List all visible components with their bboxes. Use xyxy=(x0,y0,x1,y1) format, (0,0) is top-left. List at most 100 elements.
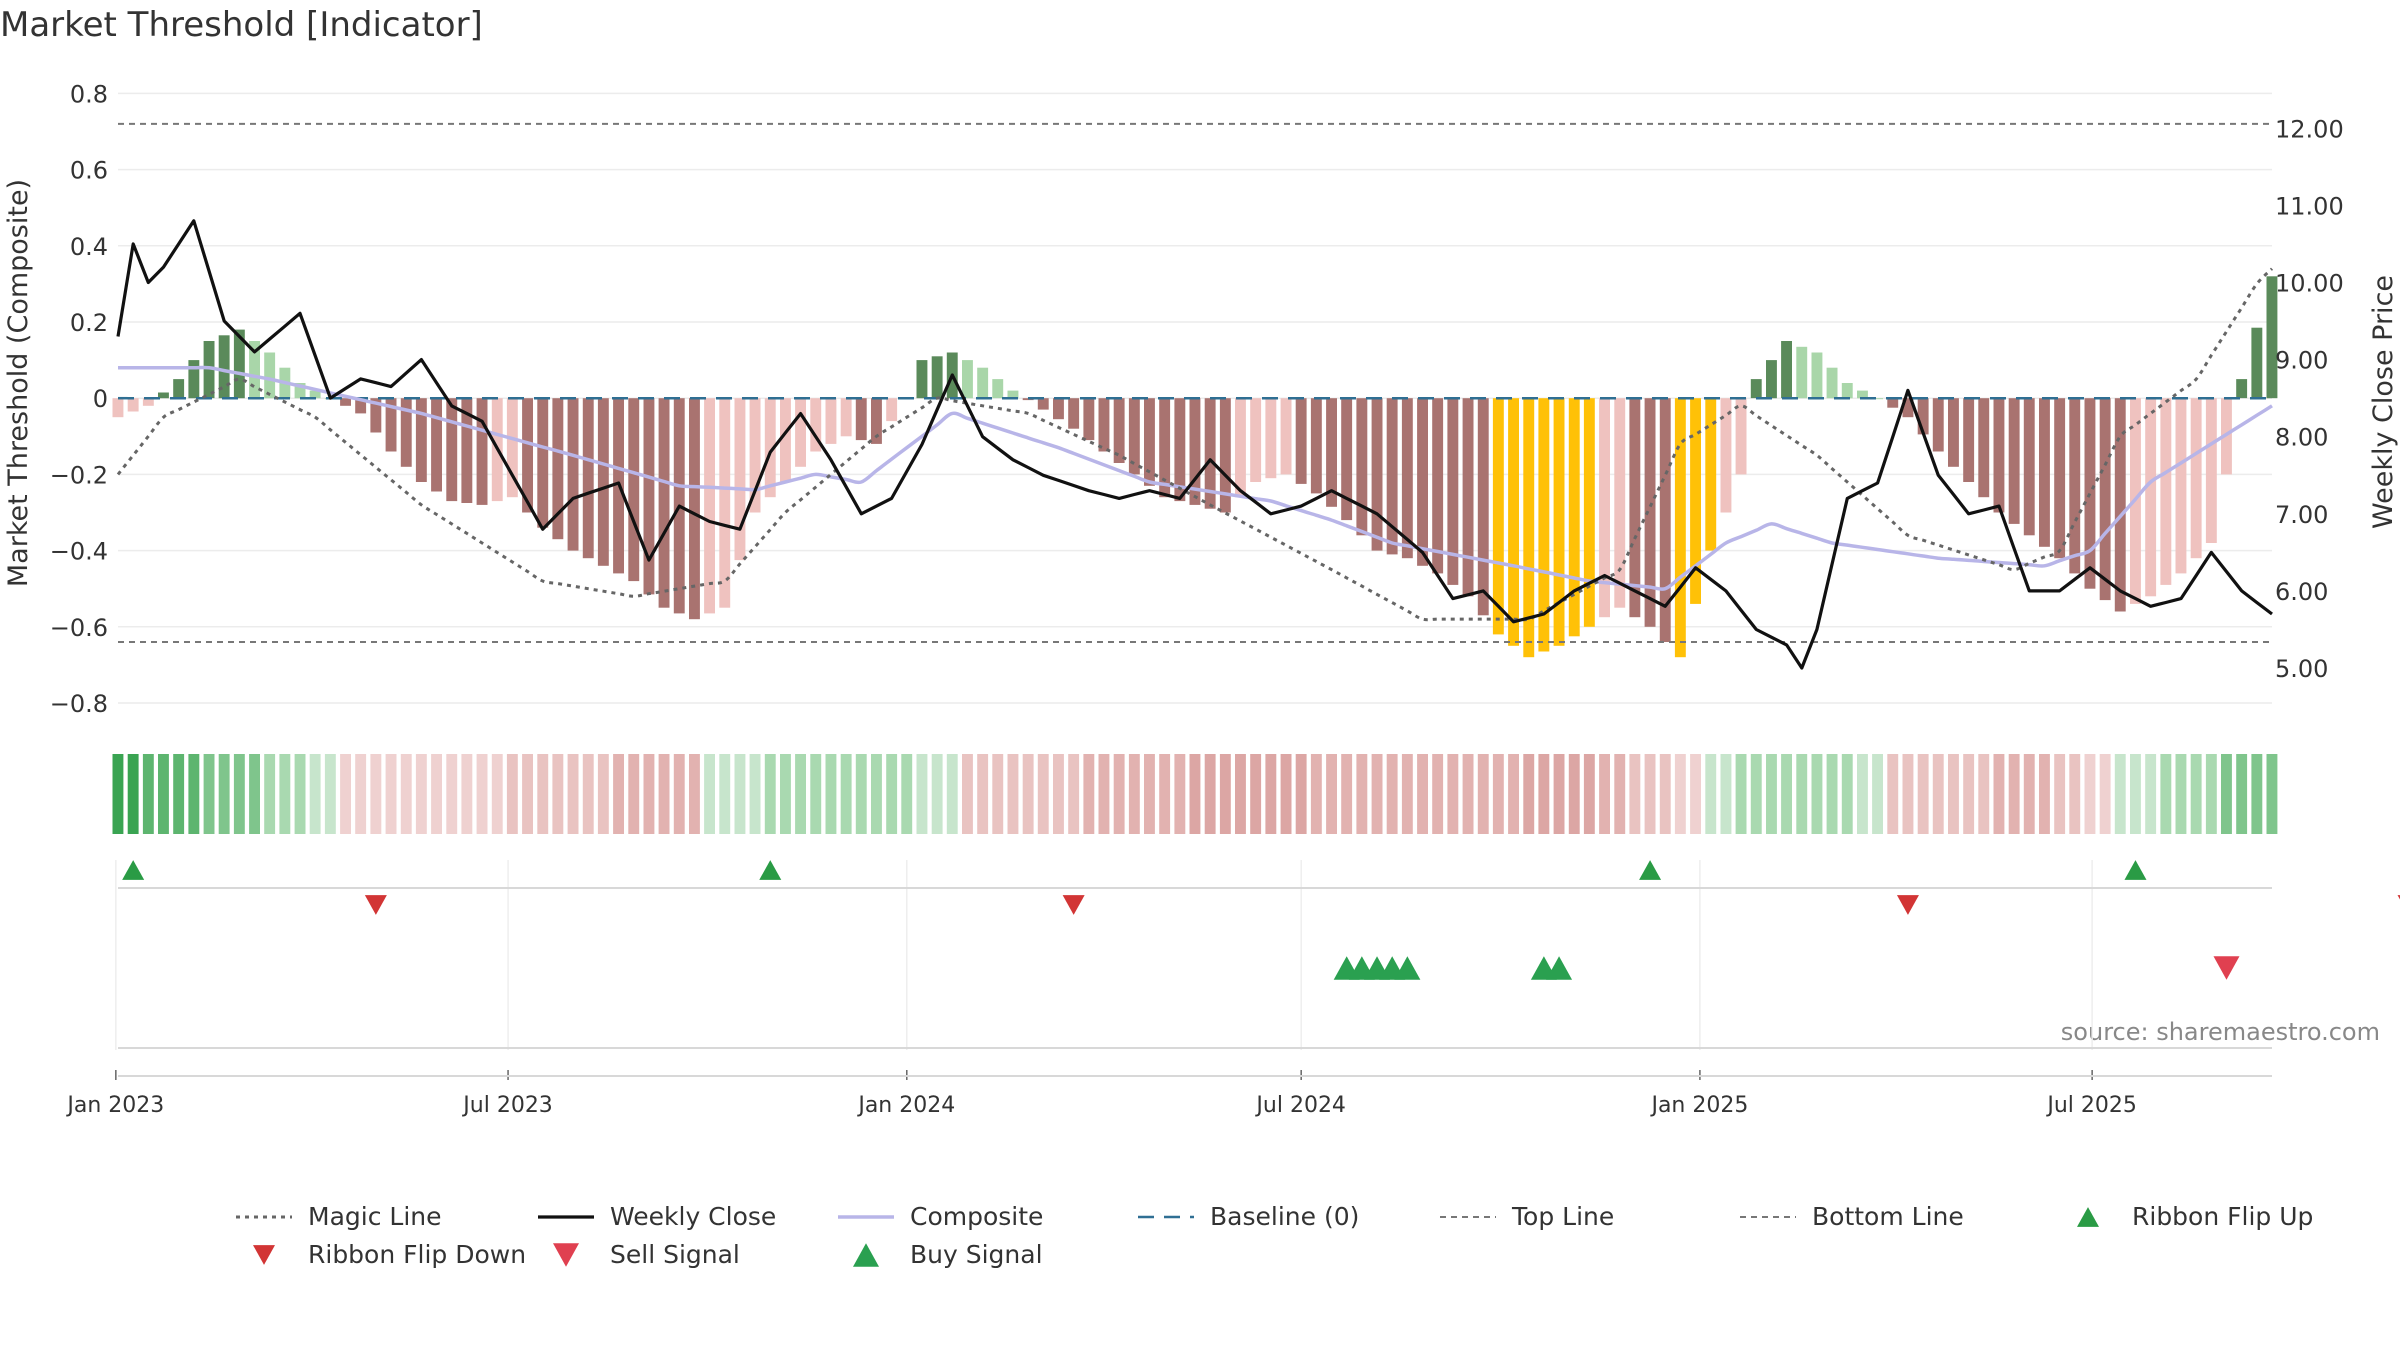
x-tick-label: Jan 2024 xyxy=(856,1093,955,1118)
composite-bar xyxy=(1492,398,1504,635)
legend-item-magic: Magic Line xyxy=(236,1202,442,1231)
composite-bar xyxy=(1568,398,1580,637)
composite-bar xyxy=(628,398,640,582)
composite-bar xyxy=(1538,398,1550,652)
composite-bar xyxy=(840,398,852,437)
y-left-tick-label: 0.4 xyxy=(70,233,108,261)
legend-label: Composite xyxy=(910,1202,1043,1231)
composite-bar xyxy=(203,341,215,399)
ribbon-cell xyxy=(1553,754,1565,834)
signal-markers xyxy=(122,860,2400,980)
composite-bar xyxy=(1113,398,1125,463)
ribbon-cell xyxy=(537,754,549,834)
ribbon-cell xyxy=(522,754,533,834)
composite-bar xyxy=(1735,398,1747,475)
ribbon-cell xyxy=(1037,754,1049,834)
legend-label: Weekly Close xyxy=(610,1202,776,1231)
ribbon-cell xyxy=(1781,754,1792,834)
ribbon-cell xyxy=(1159,754,1171,834)
composite-bar xyxy=(1826,367,1838,399)
source-note: source: sharemaestro.com xyxy=(2061,1018,2380,1046)
composite-bar xyxy=(1750,379,1762,399)
ribbon-cell xyxy=(764,754,776,834)
legend-label: Buy Signal xyxy=(910,1240,1043,1269)
ribbon-cell xyxy=(1993,754,2005,834)
composite-bar xyxy=(476,398,488,505)
composite-bar xyxy=(1037,398,1049,410)
composite-bar xyxy=(127,398,139,412)
ribbon-cell xyxy=(2175,754,2187,834)
composite-bar xyxy=(1280,398,1292,475)
ribbon-cell xyxy=(1932,754,1944,834)
ribbon-cell xyxy=(431,754,442,834)
composite-bar xyxy=(1219,398,1231,513)
ribbon-cell xyxy=(613,754,624,834)
ribbon-cell xyxy=(1341,754,1353,834)
ribbon-cell xyxy=(233,754,245,834)
ribbon-cell xyxy=(1477,754,1489,834)
composite-bar xyxy=(446,398,458,502)
ribbon-cell xyxy=(1538,754,1550,834)
ribbon-cell xyxy=(734,754,746,834)
ribbon-flip-down-marker xyxy=(2397,895,2400,900)
composite-bar xyxy=(1583,398,1595,627)
composite-bar xyxy=(1310,398,1322,494)
legend-label: Ribbon Flip Up xyxy=(2132,1202,2313,1231)
ribbon-cell xyxy=(1128,754,1140,834)
composite-bar xyxy=(1811,352,1823,399)
ribbon-cell xyxy=(1796,754,1808,834)
y-left-tick-label: −0.8 xyxy=(50,690,108,718)
composite-bar xyxy=(1462,398,1474,597)
composite-bar xyxy=(415,398,427,482)
composite-bar xyxy=(1159,398,1171,498)
composite-bar xyxy=(2175,398,2187,574)
ribbon-cell xyxy=(582,754,594,834)
ribbon-cell xyxy=(264,754,276,834)
composite-bar xyxy=(1720,398,1732,513)
ribbon-cell xyxy=(1371,754,1383,834)
ribbon-cell xyxy=(871,754,882,834)
composite-bar xyxy=(1523,398,1535,658)
composite-bar xyxy=(2236,379,2248,399)
ribbon-cell xyxy=(643,754,655,834)
composite-bar xyxy=(704,398,715,614)
ribbon-cell xyxy=(1265,754,1277,834)
composite-bar xyxy=(1477,398,1489,616)
ribbon-cell xyxy=(218,754,230,834)
composite-bar xyxy=(1887,398,1899,408)
ribbon-cell xyxy=(1766,754,1777,834)
composite-bar xyxy=(1128,398,1140,475)
ribbon-cell xyxy=(1508,754,1519,834)
ribbon-cell xyxy=(1523,754,1535,834)
buy-signal-marker xyxy=(1546,956,1573,980)
y-left-tick-label: 0.2 xyxy=(70,309,108,337)
composite-bar xyxy=(431,398,442,492)
ribbon-cell xyxy=(704,754,715,834)
legend-item-buy: Buy Signal xyxy=(853,1240,1043,1269)
ribbon-flip-down-marker xyxy=(364,895,387,915)
sell-signal-marker xyxy=(2213,956,2240,980)
composite-bar xyxy=(1401,398,1413,559)
composite-line xyxy=(117,365,2273,591)
composite-bar xyxy=(309,390,321,399)
y-left-tick-label: 0 xyxy=(93,385,108,413)
legend-item-sell: Sell Signal xyxy=(553,1240,740,1269)
composite-bar xyxy=(734,398,746,561)
ribbon-cell xyxy=(1144,754,1155,834)
composite-bar xyxy=(1174,398,1186,502)
ribbon-cell xyxy=(2145,754,2157,834)
ribbon-cell xyxy=(476,754,488,834)
composite-bar xyxy=(749,398,761,513)
y-right-tick-label: 7.00 xyxy=(2275,501,2328,529)
composite-bar xyxy=(597,398,609,566)
composite-bar xyxy=(2251,327,2263,399)
buy-signal-marker xyxy=(1394,956,1421,980)
ribbon-cell xyxy=(886,754,898,834)
ribbon-cell xyxy=(1872,754,1883,834)
composite-bar xyxy=(916,360,928,399)
composite-bar xyxy=(1948,398,1959,467)
ribbon-cell xyxy=(1826,754,1838,834)
composite-bar xyxy=(537,398,549,528)
chart-title: Market Threshold [Indicator] xyxy=(0,5,483,45)
